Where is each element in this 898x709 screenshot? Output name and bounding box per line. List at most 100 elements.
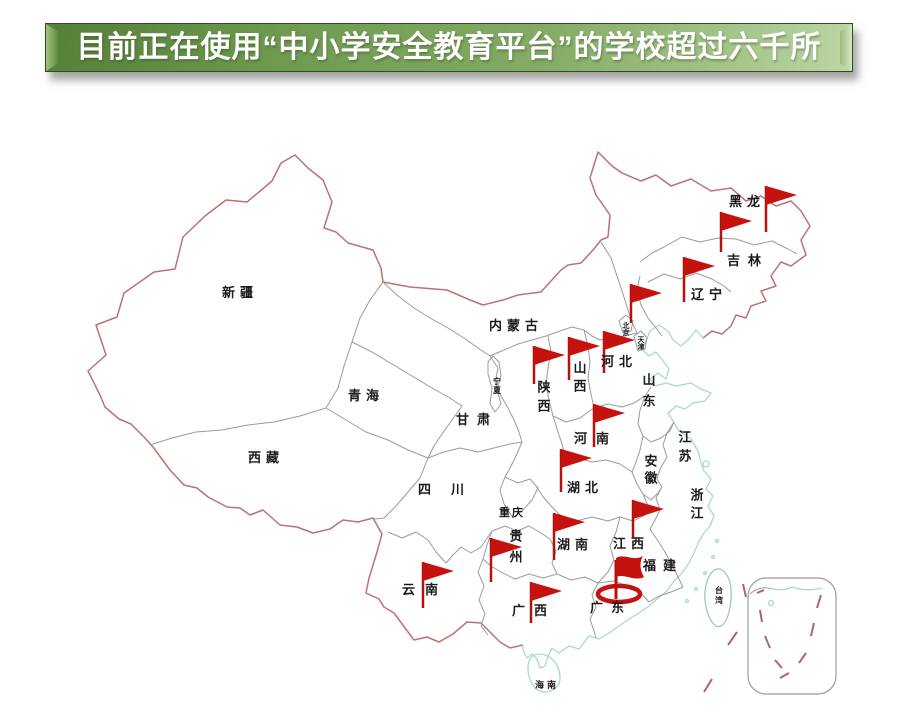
province-label-hubei: 湖北: [567, 480, 603, 495]
border-hunan-jiangxi: [597, 516, 621, 584]
province-label-shandong: 山东: [641, 372, 656, 415]
page-title: 目前正在使用“中小学安全教育平台”的学校超过六千所: [76, 31, 822, 64]
nine-dash-5: [779, 672, 790, 679]
border-guizhou-west: [482, 530, 493, 560]
border-jiangsu-anhui: [656, 421, 675, 488]
islet-1: [714, 538, 720, 544]
province-label-guangdong: 广东: [590, 600, 632, 615]
province-label-gansu: 甘肃: [456, 412, 498, 427]
border-guizhou-north: [491, 525, 551, 540]
outer-dash-3: [703, 678, 713, 693]
border-chongqing-b: [499, 476, 514, 519]
flag-liaoning: [629, 284, 662, 323]
border-heilongjiang-jilin: [639, 236, 798, 263]
province-label-jiangsu: 江苏: [677, 429, 692, 468]
islet-4: [693, 586, 699, 592]
islet-2: [710, 554, 716, 560]
province-label-zhejiang: 浙江: [689, 487, 704, 524]
province-label-shaanxi: 陕西: [536, 379, 551, 418]
flag-henan: [592, 404, 625, 447]
border-jilin-liaoning: [647, 272, 732, 293]
province-label-guizhou: 贵州: [508, 528, 524, 571]
border-sichuan-north: [427, 441, 523, 459]
province-labels: 新疆 西藏 青海 甘肃 内蒙古 河北 河南 湖北 湖南 江西 福建 云南 广西 …: [222, 194, 769, 690]
province-label-xinjiang: 新疆: [222, 285, 258, 300]
province-label-tianjin: 天津: [637, 336, 646, 351]
flag-heilongjiang: [764, 186, 797, 232]
title-banner: 目前正在使用“中小学安全教育平台”的学校超过六千所: [45, 23, 853, 72]
province-label-hainan: 海南: [535, 679, 559, 690]
south-china-sea-inset: [703, 577, 837, 695]
border-anhui-south: [631, 471, 663, 501]
nine-dash-4: [798, 652, 807, 664]
nine-dash-8: [774, 659, 783, 669]
province-label-taiwan: 台湾: [715, 585, 724, 606]
border-jiangxi-fujian: [649, 528, 684, 588]
china-outer-border: [87, 151, 811, 649]
border-shandong-west: [637, 395, 652, 443]
inset-frame: [747, 577, 837, 695]
flag-hunan: [552, 513, 585, 560]
province-label-anhui: 安徽: [643, 453, 659, 488]
province-label-xizang: 西藏: [248, 450, 284, 465]
shanghai-islet: [702, 460, 710, 468]
border-sichuan-yunnan: [387, 530, 493, 564]
border-beijing: [618, 314, 634, 334]
border-hunan-south: [556, 573, 599, 584]
flag-jiangxi: [631, 500, 664, 538]
inset-coast-cyan: [769, 586, 823, 591]
flag-yunnan: [421, 562, 454, 608]
province-label-liaoning: 辽宁: [691, 287, 727, 302]
province-label-shanxi: 山西: [572, 360, 587, 397]
province-label-heilongjiang: 黑龙: [729, 194, 765, 209]
province-label-jilin: 吉林: [727, 253, 769, 268]
flag-guizhou: [489, 538, 522, 582]
border-qinghai-sichuan: [427, 405, 463, 459]
province-label-yunnan: 云南: [402, 582, 448, 597]
islet-3: [702, 570, 708, 576]
taiwan-island: [704, 568, 732, 628]
flag-markers: [421, 186, 797, 623]
province-label-jiangxi: 江西: [613, 536, 649, 551]
border-guangxi-guangdong: [589, 582, 599, 639]
nine-dash-1: [756, 589, 765, 594]
border-tibet-qinghai: [325, 407, 429, 459]
border-liaoning-west: [636, 275, 663, 337]
china-coastline: [522, 324, 715, 669]
province-label-henan: 河南: [574, 431, 618, 446]
outer-dash-2: [727, 631, 738, 646]
border-gansu-neimenggu: [382, 281, 491, 357]
flag-shaanxi: [532, 346, 565, 384]
border-xinjiang: [149, 281, 384, 446]
outer-dash-1: [742, 583, 747, 598]
islet-5: [684, 598, 690, 604]
inset-hainan: [767, 599, 775, 607]
flag-guangdong-highlight: [595, 556, 644, 605]
border-gansu-shaanxi: [489, 355, 523, 443]
province-label-fujian: 福建: [642, 558, 683, 573]
flag-hebei: [602, 331, 635, 373]
border-chongqing-a: [504, 476, 539, 519]
flag-shanxi: [567, 337, 600, 380]
border-fujian-guangdong: [648, 586, 684, 603]
province-label-hebei: 河北: [601, 354, 637, 369]
border-henan-anhui: [631, 435, 644, 473]
border-yunnan-guangxi: [477, 558, 489, 636]
province-label-chongqing: 重庆: [499, 505, 525, 519]
border-tibet-sichuan: [373, 457, 429, 520]
border-shanxi-henan: [552, 407, 595, 423]
border-sichuan-east: [504, 441, 523, 478]
flag-heilongjiang-west: [719, 212, 752, 252]
flag-guangxi: [529, 582, 562, 623]
banner-left-bevel: [46, 24, 58, 71]
flag-hubei: [559, 449, 592, 492]
border-ningxia: [487, 355, 502, 413]
hainan-island: [527, 653, 561, 693]
province-label-qinghai: 青海: [348, 388, 384, 403]
border-neimenggu-south: [489, 326, 601, 357]
province-label-ningxia: 宁夏: [492, 376, 502, 395]
province-label-beijing: 北京: [622, 321, 630, 337]
province-label-neimenggu: 内蒙古: [489, 318, 543, 333]
